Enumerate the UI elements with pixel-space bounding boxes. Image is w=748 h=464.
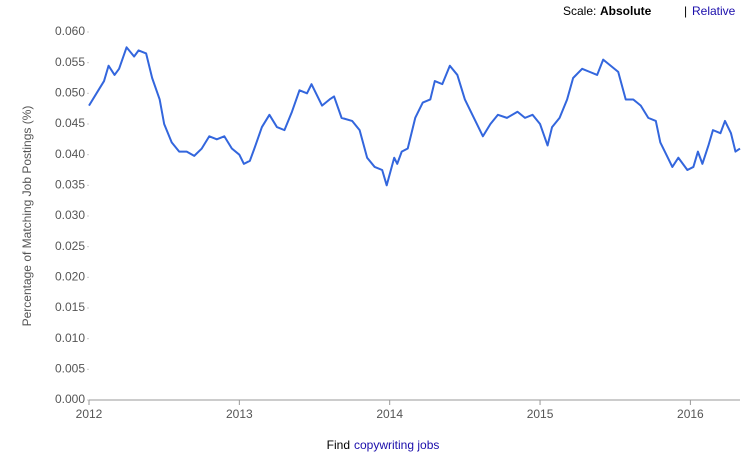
x-tick-label: 2013 — [226, 407, 253, 421]
scale-absolute[interactable]: Absolute — [600, 4, 652, 18]
y-tick-label: 0.050 — [55, 86, 85, 100]
y-tick-label: 0.045 — [55, 116, 85, 130]
footer-prefix: Find — [327, 438, 350, 452]
y-tick-label: 0.005 — [55, 362, 85, 376]
y-axis-label: Percentage of Matching Job Postings (%) — [20, 106, 34, 327]
y-tick-label: 0.025 — [55, 239, 85, 253]
y-tick-label: 0.015 — [55, 300, 85, 314]
y-tick-label: 0.055 — [55, 55, 85, 69]
y-tick-label: 0.040 — [55, 147, 85, 161]
footer-link[interactable]: copywriting jobs — [354, 438, 439, 452]
data-line — [88, 46, 741, 187]
y-tick-label: 0.060 — [55, 24, 85, 38]
y-tick-label: 0.010 — [55, 331, 85, 345]
x-tick-label: 2014 — [376, 407, 403, 421]
y-tick-label: 0.000 — [55, 392, 85, 406]
scale-label: Scale: — [563, 4, 596, 18]
y-tick-label: 0.035 — [55, 178, 85, 192]
scale-relative[interactable]: Relative — [692, 4, 736, 18]
y-tick-label: 0.020 — [55, 270, 85, 284]
scale-separator: | — [684, 4, 687, 18]
x-tick-label: 2016 — [677, 407, 704, 421]
y-tick-label: 0.030 — [55, 208, 85, 222]
x-tick-label: 2015 — [527, 407, 554, 421]
x-tick-label: 2012 — [76, 407, 103, 421]
